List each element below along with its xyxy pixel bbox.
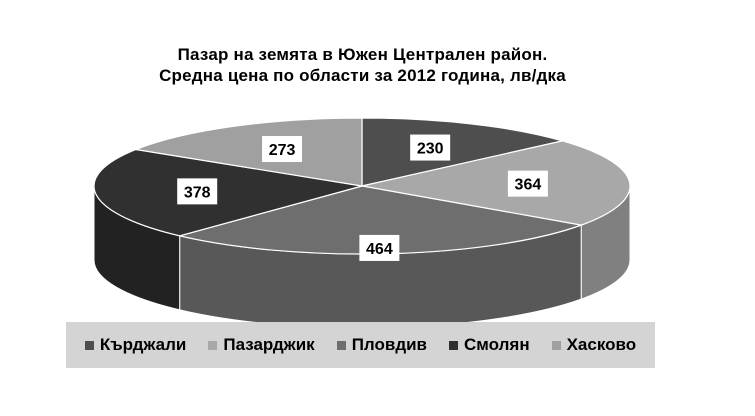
legend-item-smolyan: Смолян [449,335,530,355]
legend-swatch [336,340,346,350]
pie-data-labels: 230 364 464 378 273 [177,134,548,261]
legend-swatch [208,340,218,350]
legend: Кърджали Пазарджик Пловдив Смолян Хасков… [66,322,655,368]
legend-label: Кърджали [99,335,187,354]
data-label-2: 464 [366,241,393,258]
legend-label: Смолян [464,335,530,354]
legend-item-pazardzhik: Пазарджик [208,335,315,355]
data-label-1: 364 [515,177,542,194]
data-label-4: 273 [269,142,296,159]
data-label-0: 230 [417,141,444,158]
legend-label: Пазарджик [223,335,315,354]
legend-item-haskovo: Хасково [551,335,637,355]
pie-slice-1 [361,140,631,226]
data-label-box-4 [262,136,303,163]
chart-title-line-1: Пазар на земята в Южен Централен район. [177,45,548,64]
data-label-box-2 [359,234,400,261]
data-label-box-3 [177,178,218,205]
pie-top [93,117,631,255]
data-label-box-0 [410,134,451,161]
chart-title-line-2: Средна цена по области за 2012 година, л… [159,66,566,85]
legend-swatch [551,340,561,350]
data-label-3: 378 [184,184,211,201]
pie-slice-3 [93,148,363,237]
legend-item-kardzhali: Кърджали [84,335,187,355]
data-label-box-1 [507,170,548,197]
legend-swatch [84,340,94,350]
legend-swatch [449,340,459,350]
legend-label: Хасково [566,335,637,354]
pie-slice-4 [133,117,363,187]
legend-item-plovdiv: Пловдив [336,335,428,355]
legend-label: Пловдив [351,335,428,354]
